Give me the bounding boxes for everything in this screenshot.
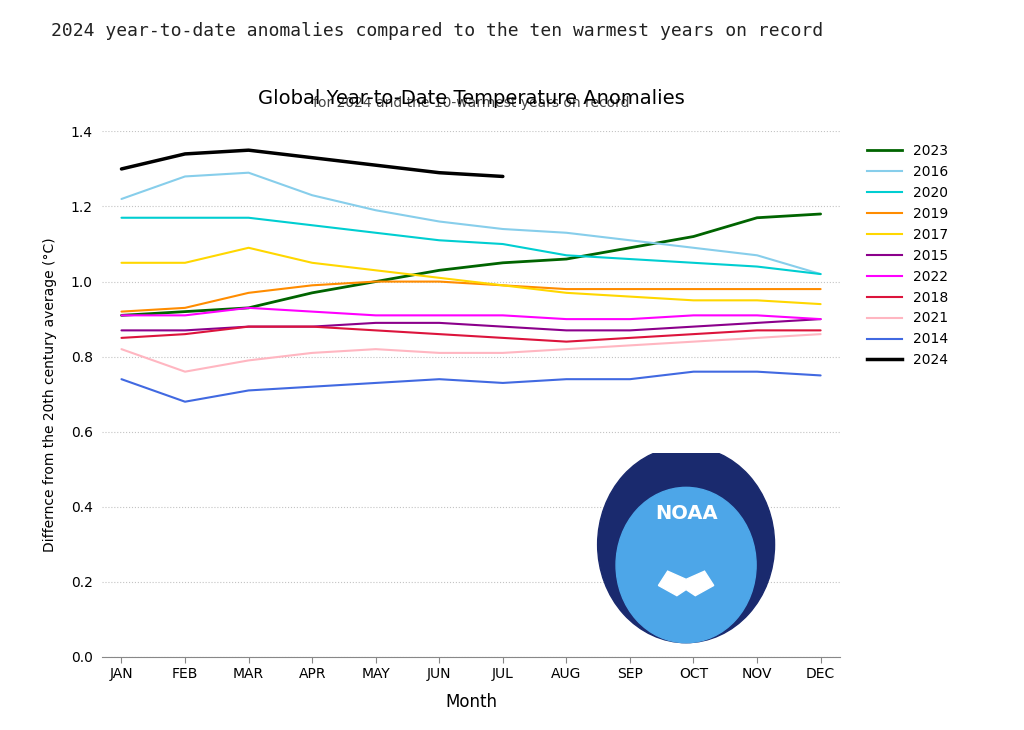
Circle shape	[598, 447, 774, 642]
Title: Global Year-to-Date Temperature Anomalies: Global Year-to-Date Temperature Anomalie…	[258, 88, 684, 107]
Y-axis label: Differnce from the 20th century average (°C): Differnce from the 20th century average …	[43, 237, 56, 551]
Legend: 2023, 2016, 2020, 2019, 2017, 2015, 2022, 2018, 2021, 2014, 2024: 2023, 2016, 2020, 2019, 2017, 2015, 2022…	[861, 139, 953, 373]
Text: for 2024 and the 10-warmest years on record: for 2024 and the 10-warmest years on rec…	[312, 96, 630, 110]
Polygon shape	[658, 571, 714, 596]
Circle shape	[616, 488, 756, 642]
Text: NOAA: NOAA	[654, 504, 718, 523]
X-axis label: Month: Month	[445, 693, 497, 710]
Text: 2024 year-to-date anomalies compared to the ten warmest years on record: 2024 year-to-date anomalies compared to …	[51, 22, 823, 40]
